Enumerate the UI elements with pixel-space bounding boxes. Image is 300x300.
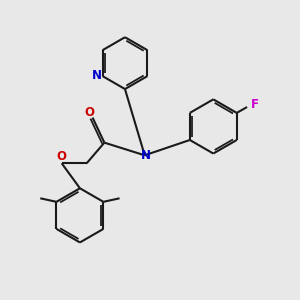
Text: O: O	[84, 106, 94, 119]
Text: O: O	[56, 150, 66, 163]
Text: N: N	[92, 69, 102, 82]
Text: N: N	[141, 149, 151, 162]
Text: F: F	[251, 98, 259, 111]
